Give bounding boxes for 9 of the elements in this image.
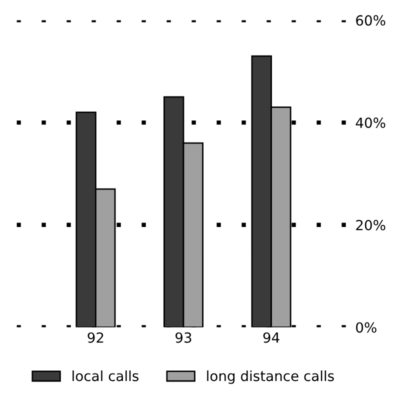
x-tick-label: 92 — [88, 332, 104, 343]
x-tick-label: 93 — [176, 332, 192, 343]
y-tick-label: 40% — [356, 118, 386, 128]
legend-label: local calls — [72, 370, 138, 382]
y-tick-label: 60% — [356, 15, 386, 26]
y-tick-label: 20% — [356, 220, 386, 230]
y-tick-label: 0% — [356, 322, 376, 333]
x-tick-label: 94 — [263, 332, 280, 343]
legend-label: long distance calls — [207, 370, 334, 384]
